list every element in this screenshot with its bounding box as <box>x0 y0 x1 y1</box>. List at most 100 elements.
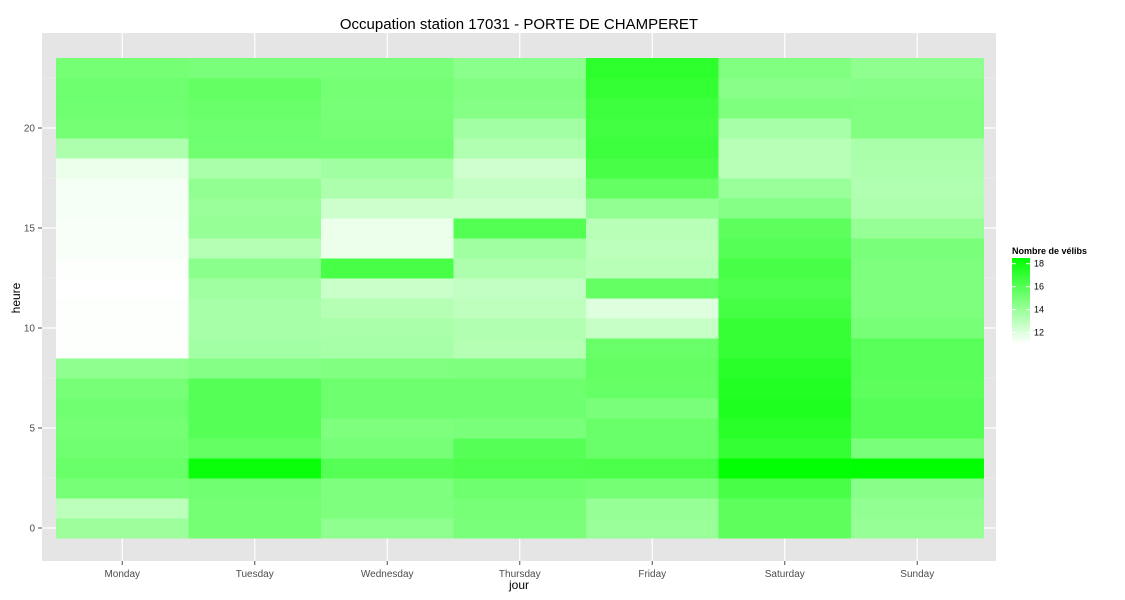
heatmap-cell <box>56 158 189 179</box>
heatmap-cell <box>453 498 587 519</box>
heatmap-cell <box>453 158 587 179</box>
heatmap-cell <box>56 378 189 399</box>
heatmap-cell <box>718 138 852 159</box>
chart-title: Occupation station 17031 - PORTE DE CHAM… <box>340 16 698 33</box>
heatmap-cell <box>188 398 322 419</box>
heatmap-cell <box>56 518 189 539</box>
heatmap-cell <box>586 218 719 239</box>
heatmap-cell <box>188 298 322 319</box>
heatmap-cell <box>718 218 852 239</box>
heatmap-cell <box>851 298 984 319</box>
heatmap-cell <box>56 218 189 239</box>
heatmap-cell <box>188 78 322 99</box>
heatmap-cell <box>718 118 852 139</box>
heatmap-cell <box>321 338 454 359</box>
heatmap-cell <box>586 438 719 459</box>
x-axis-ticks: Monday Tuesday Wednesday Thursday Friday Satu… <box>104 561 934 580</box>
heatmap-cell <box>453 218 587 239</box>
heatmap-cell <box>851 198 984 219</box>
heatmap-cell <box>851 78 984 99</box>
heatmap-cell <box>718 318 852 339</box>
legend-color-bar <box>1012 258 1030 344</box>
heatmap-cell <box>453 458 587 479</box>
heatmap-cell <box>56 398 189 419</box>
heatmap-cell <box>321 518 454 539</box>
heatmap-cell <box>851 258 984 279</box>
heatmap-cell <box>188 478 322 499</box>
heatmap-cell <box>321 138 454 159</box>
heatmap-cell <box>586 158 719 179</box>
heatmap-cell <box>586 478 719 499</box>
heatmap-cell <box>586 98 719 119</box>
heatmap-cell <box>56 318 189 339</box>
heatmap-cell <box>56 278 189 299</box>
heatmap-cell <box>453 518 587 539</box>
heatmap-cell <box>453 378 587 399</box>
heatmap-cell <box>586 138 719 159</box>
heatmap-cell <box>56 178 189 199</box>
heatmap-cell <box>321 358 454 379</box>
heatmap-cell <box>851 218 984 239</box>
heatmap-cell <box>718 438 852 459</box>
heatmap-cell <box>321 58 454 79</box>
heatmap-cell <box>851 318 984 339</box>
heatmap-cell <box>586 458 719 479</box>
heatmap-cell <box>321 278 454 299</box>
heatmap-cell <box>56 478 189 499</box>
heatmap-cell <box>321 258 454 279</box>
heatmap-cell <box>718 278 852 299</box>
legend-title: Nombre de vélibs <box>1012 246 1087 256</box>
heatmap-cell <box>718 158 852 179</box>
heatmap-cell <box>851 58 984 79</box>
heatmap-cell <box>56 458 189 479</box>
heatmap-cell <box>56 258 189 279</box>
heatmap-cell <box>453 118 587 139</box>
heatmap-cell <box>56 238 189 259</box>
heatmap-cell <box>188 118 322 139</box>
heatmap-cell <box>453 198 587 219</box>
y-tick-label: 5 <box>29 424 35 435</box>
heatmap-cell <box>321 98 454 119</box>
color-legend: Nombre de vélibs 12 14 16 18 <box>1012 246 1087 344</box>
heatmap-cell <box>188 198 322 219</box>
heatmap-cell <box>321 218 454 239</box>
heatmap-cell <box>188 318 322 339</box>
x-tick-label: Wednesday <box>361 569 414 580</box>
heatmap-cell <box>851 158 984 179</box>
heatmap-cell <box>453 298 587 319</box>
heatmap-cell <box>321 398 454 419</box>
heatmap-cell <box>453 98 587 119</box>
heatmap-cell <box>56 138 189 159</box>
heatmap-cell <box>851 238 984 259</box>
heatmap-cell <box>321 458 454 479</box>
heatmap-cell <box>851 358 984 379</box>
x-tick-label: Thursday <box>499 569 541 580</box>
heatmap-cell <box>718 458 852 479</box>
heatmap-cell <box>453 478 587 499</box>
heatmap-cell <box>321 158 454 179</box>
heatmap-cell <box>586 418 719 439</box>
heatmap-cell <box>851 98 984 119</box>
heatmap-cell <box>56 358 189 379</box>
heatmap-cell <box>453 238 587 259</box>
heatmap-cell <box>321 118 454 139</box>
heatmap-cell <box>188 518 322 539</box>
heatmap-cell <box>188 258 322 279</box>
heatmap-cell <box>586 118 719 139</box>
heatmap-cell <box>718 58 852 79</box>
y-tick-label: 15 <box>24 224 36 235</box>
heatmap-cell <box>586 198 719 219</box>
x-tick-label: Tuesday <box>236 569 274 580</box>
heatmap-cell <box>56 438 189 459</box>
heatmap-cell <box>453 438 587 459</box>
x-tick-label: Friday <box>638 569 666 580</box>
y-tick-label: 20 <box>24 124 36 135</box>
heatmap-tiles <box>56 58 984 539</box>
heatmap-cell <box>718 358 852 379</box>
heatmap-cell <box>851 378 984 399</box>
heatmap-cell <box>718 258 852 279</box>
heatmap-cell <box>188 498 322 519</box>
legend-tick-label: 14 <box>1034 305 1044 315</box>
heatmap-cell <box>851 418 984 439</box>
